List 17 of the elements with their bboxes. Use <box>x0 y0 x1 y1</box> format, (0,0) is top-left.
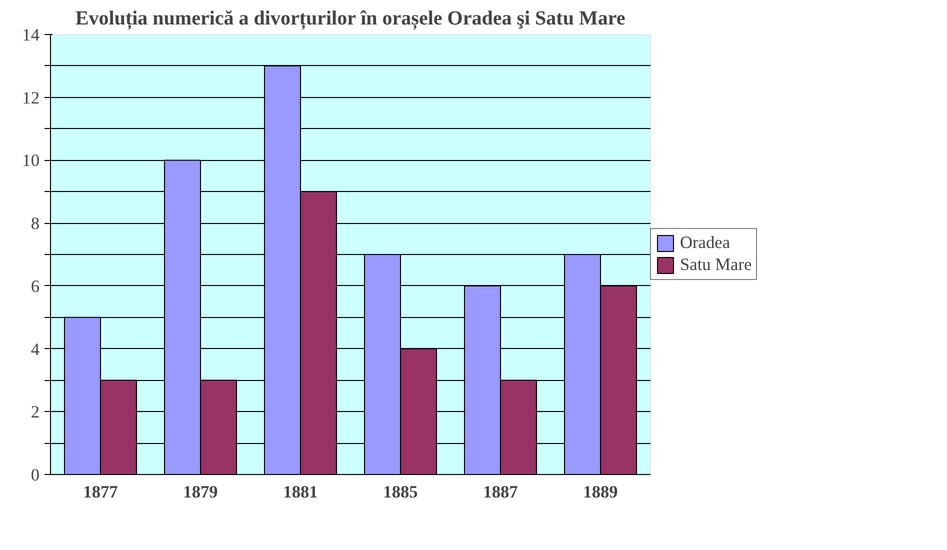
y-tick-label: 12 <box>22 88 40 108</box>
legend-label: Oradea <box>680 233 730 253</box>
x-tick-label: 1889 <box>583 482 618 502</box>
y-tick-label: 14 <box>22 26 40 44</box>
y-tick-label: 6 <box>30 276 40 296</box>
y-tick-label: 2 <box>30 402 40 422</box>
x-tick-label: 1879 <box>183 482 218 502</box>
x-tick-label: 1881 <box>283 482 318 502</box>
y-tick-label: 0 <box>30 466 40 484</box>
y-tick-label: 10 <box>22 151 40 170</box>
y-tick-label: 4 <box>30 340 40 359</box>
y-tick-label: 8 <box>30 214 40 234</box>
legend-label: Satu Mare <box>680 255 752 275</box>
x-tick-label: 1877 <box>83 482 118 502</box>
x-tick-label: 1885 <box>383 482 418 502</box>
x-tick-label: 1887 <box>483 482 518 502</box>
chart-title: Evoluția numerică a divorțurilor în orașele Oradea şi Satu Mare <box>75 8 626 30</box>
